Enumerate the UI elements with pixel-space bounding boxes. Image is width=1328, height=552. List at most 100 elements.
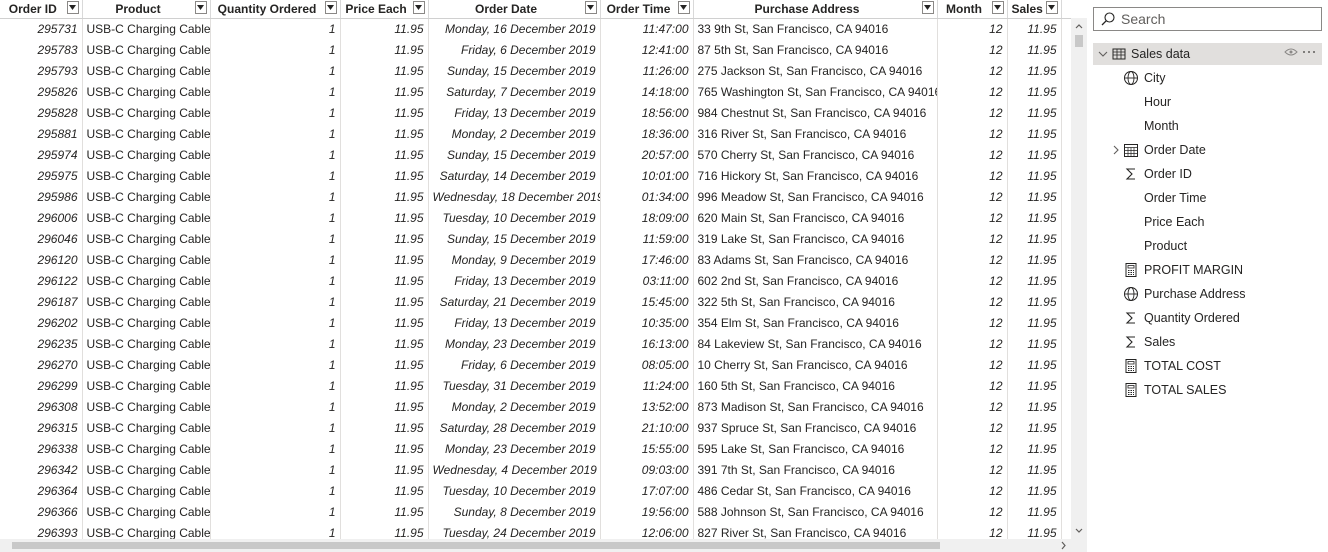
cell-purchase-address[interactable]: 87 5th St, San Francisco, CA 94016 <box>693 38 938 60</box>
cell-purchase-address[interactable]: 827 River St, San Francisco, CA 94016 <box>693 521 938 539</box>
cell-quantity-ordered[interactable]: 1 <box>210 479 341 501</box>
column-header-order-id[interactable]: Order ID <box>0 0 83 19</box>
column-header-purchase-address[interactable]: Purchase Address <box>693 0 938 19</box>
cell-product[interactable]: USB-C Charging Cable <box>82 17 211 39</box>
cell-month[interactable]: 12 <box>937 500 1008 522</box>
cell-purchase-address[interactable]: 602 2nd St, San Francisco, CA 94016 <box>693 269 938 291</box>
cell-price-each[interactable]: 11.95 <box>340 395 429 417</box>
cell-sales[interactable]: 11.95 <box>1007 437 1062 459</box>
cell-price-each[interactable]: 11.95 <box>340 101 429 123</box>
cell-sales[interactable]: 11.95 <box>1007 185 1062 207</box>
vertical-scroll-thumb[interactable] <box>1075 35 1083 47</box>
cell-product[interactable]: USB-C Charging Cable <box>82 479 211 501</box>
column-header-product[interactable]: Product <box>82 0 211 19</box>
cell-month[interactable]: 12 <box>937 269 1008 291</box>
cell-order-time[interactable]: 17:46:00 <box>600 248 694 270</box>
table-row[interactable]: 296315 USB-C Charging Cable 1 11.95 Saturday… <box>0 416 1071 438</box>
field-total-sales[interactable]: TOTAL SALES <box>1111 379 1321 401</box>
table-row[interactable]: 296202 USB-C Charging Cable 1 11.95 Friday, … <box>0 311 1071 333</box>
cell-quantity-ordered[interactable]: 1 <box>210 353 341 375</box>
cell-month[interactable]: 12 <box>937 374 1008 396</box>
cell-sales[interactable]: 11.95 <box>1007 332 1062 354</box>
field-month[interactable]: Month <box>1111 115 1321 137</box>
field-hour[interactable]: Hour <box>1111 91 1321 113</box>
filter-dropdown-icon[interactable] <box>921 1 934 14</box>
cell-order-date[interactable]: Monday, 23 December 2019 <box>428 437 601 459</box>
cell-order-date[interactable]: Saturday, 21 December 2019 <box>428 290 601 312</box>
cell-purchase-address[interactable]: 984 Chestnut St, San Francisco, CA 94016 <box>693 101 938 123</box>
cell-order-id[interactable]: 296364 <box>0 479 83 501</box>
column-header-month[interactable]: Month <box>937 0 1008 19</box>
cell-price-each[interactable]: 11.95 <box>340 143 429 165</box>
column-header-price-each[interactable]: Price Each <box>340 0 429 19</box>
cell-order-id[interactable]: 296122 <box>0 269 83 291</box>
cell-product[interactable]: USB-C Charging Cable <box>82 311 211 333</box>
cell-quantity-ordered[interactable]: 1 <box>210 374 341 396</box>
cell-quantity-ordered[interactable]: 1 <box>210 38 341 60</box>
cell-order-time[interactable]: 11:59:00 <box>600 227 694 249</box>
cell-order-date[interactable]: Monday, 9 December 2019 <box>428 248 601 270</box>
cell-sales[interactable]: 11.95 <box>1007 269 1062 291</box>
cell-price-each[interactable]: 11.95 <box>340 269 429 291</box>
cell-month[interactable]: 12 <box>937 395 1008 417</box>
cell-product[interactable]: USB-C Charging Cable <box>82 59 211 81</box>
cell-order-date[interactable]: Tuesday, 10 December 2019 <box>428 206 601 228</box>
cell-sales[interactable]: 11.95 <box>1007 101 1062 123</box>
cell-sales[interactable]: 11.95 <box>1007 17 1062 39</box>
cell-order-id[interactable]: 296393 <box>0 521 83 539</box>
cell-order-time[interactable]: 16:13:00 <box>600 332 694 354</box>
cell-month[interactable]: 12 <box>937 185 1008 207</box>
cell-purchase-address[interactable]: 316 River St, San Francisco, CA 94016 <box>693 122 938 144</box>
cell-month[interactable]: 12 <box>937 290 1008 312</box>
cell-price-each[interactable]: 11.95 <box>340 290 429 312</box>
cell-quantity-ordered[interactable]: 1 <box>210 521 341 539</box>
cell-order-id[interactable]: 295828 <box>0 101 83 123</box>
cell-quantity-ordered[interactable]: 1 <box>210 248 341 270</box>
cell-sales[interactable]: 11.95 <box>1007 479 1062 501</box>
cell-order-date[interactable]: Saturday, 28 December 2019 <box>428 416 601 438</box>
cell-order-id[interactable]: 296315 <box>0 416 83 438</box>
cell-month[interactable]: 12 <box>937 353 1008 375</box>
table-row[interactable]: 296342 USB-C Charging Cable 1 11.95 Wednesda… <box>0 458 1071 480</box>
cell-sales[interactable]: 11.95 <box>1007 80 1062 102</box>
cell-order-date[interactable]: Saturday, 14 December 2019 <box>428 164 601 186</box>
cell-purchase-address[interactable]: 996 Meadow St, San Francisco, CA 94016 <box>693 185 938 207</box>
horizontal-scrollbar[interactable] <box>0 539 1071 552</box>
cell-product[interactable]: USB-C Charging Cable <box>82 521 211 539</box>
cell-purchase-address[interactable]: 354 Elm St, San Francisco, CA 94016 <box>693 311 938 333</box>
cell-month[interactable]: 12 <box>937 38 1008 60</box>
table-row[interactable]: 296187 USB-C Charging Cable 1 11.95 Saturday… <box>0 290 1071 312</box>
vertical-scrollbar[interactable] <box>1071 18 1087 539</box>
cell-month[interactable]: 12 <box>937 311 1008 333</box>
cell-order-id[interactable]: 296342 <box>0 458 83 480</box>
cell-quantity-ordered[interactable]: 1 <box>210 17 341 39</box>
table-row[interactable]: 296270 USB-C Charging Cable 1 11.95 Friday, … <box>0 353 1071 375</box>
scroll-right-icon[interactable] <box>1057 539 1071 552</box>
cell-order-id[interactable]: 296046 <box>0 227 83 249</box>
cell-month[interactable]: 12 <box>937 479 1008 501</box>
filter-dropdown-icon[interactable] <box>66 1 79 14</box>
cell-order-time[interactable]: 13:52:00 <box>600 395 694 417</box>
cell-month[interactable]: 12 <box>937 437 1008 459</box>
cell-sales[interactable]: 11.95 <box>1007 38 1062 60</box>
cell-order-time[interactable]: 11:24:00 <box>600 374 694 396</box>
field-sales[interactable]: Sales <box>1111 331 1321 353</box>
cell-quantity-ordered[interactable]: 1 <box>210 164 341 186</box>
field-order-time[interactable]: Order Time <box>1111 187 1321 209</box>
cell-purchase-address[interactable]: 873 Madison St, San Francisco, CA 94016 <box>693 395 938 417</box>
cell-order-id[interactable]: 296202 <box>0 311 83 333</box>
cell-product[interactable]: USB-C Charging Cable <box>82 101 211 123</box>
cell-order-id[interactable]: 295731 <box>0 17 83 39</box>
cell-price-each[interactable]: 11.95 <box>340 521 429 539</box>
cell-order-id[interactable]: 295975 <box>0 164 83 186</box>
cell-product[interactable]: USB-C Charging Cable <box>82 395 211 417</box>
cell-order-date[interactable]: Sunday, 15 December 2019 <box>428 59 601 81</box>
cell-month[interactable]: 12 <box>937 143 1008 165</box>
field-total-cost[interactable]: TOTAL COST <box>1111 355 1321 377</box>
field-product[interactable]: Product <box>1111 235 1321 257</box>
cell-purchase-address[interactable]: 83 Adams St, San Francisco, CA 94016 <box>693 248 938 270</box>
field-purchase-address[interactable]: Purchase Address <box>1111 283 1321 305</box>
cell-price-each[interactable]: 11.95 <box>340 311 429 333</box>
cell-price-each[interactable]: 11.95 <box>340 248 429 270</box>
filter-dropdown-icon[interactable] <box>194 1 207 14</box>
